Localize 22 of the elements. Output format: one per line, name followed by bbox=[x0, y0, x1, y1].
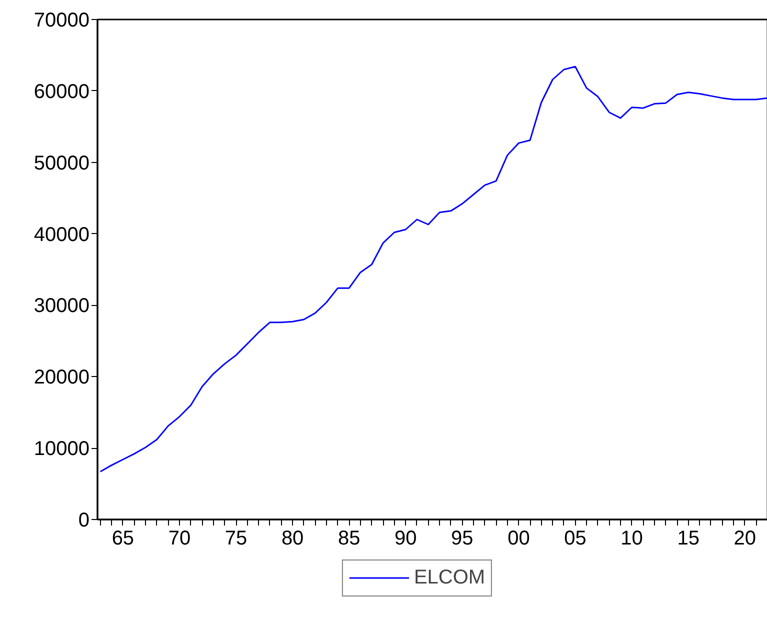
x-tick-label: 05 bbox=[564, 528, 586, 550]
x-tick-label: 95 bbox=[451, 528, 474, 550]
x-tick-label: 20 bbox=[734, 528, 756, 550]
x-tick-label: 70 bbox=[168, 528, 191, 550]
x-tick-label: 75 bbox=[224, 528, 248, 550]
y-tick-label: 50000 bbox=[34, 152, 90, 174]
y-tick-label: 10000 bbox=[34, 438, 90, 460]
x-tick-label: 15 bbox=[677, 528, 700, 550]
x-tick-label: 00 bbox=[508, 528, 530, 550]
x-tick-label: 85 bbox=[338, 528, 360, 550]
y-tick-label: 30000 bbox=[34, 295, 90, 318]
y-tick-label: 70000 bbox=[34, 10, 90, 32]
x-tick-label: 10 bbox=[620, 528, 643, 550]
legend-label: ELCOM bbox=[414, 566, 486, 589]
line-series bbox=[100, 66, 767, 472]
x-tick-label: 65 bbox=[112, 528, 134, 550]
x-tick-label: 90 bbox=[394, 528, 417, 550]
y-tick-label: 0 bbox=[78, 510, 90, 532]
y-tick-label: 20000 bbox=[34, 366, 90, 389]
y-tick-label: 40000 bbox=[34, 224, 90, 246]
x-tick-label: 80 bbox=[281, 528, 304, 550]
y-tick-label: 60000 bbox=[34, 80, 90, 103]
